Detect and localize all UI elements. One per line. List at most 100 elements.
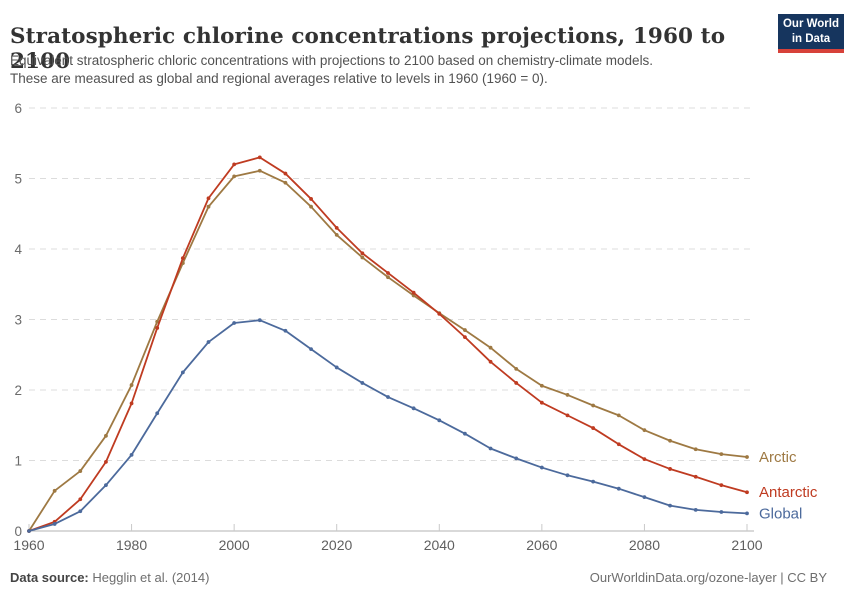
data-point-global-2065 bbox=[565, 473, 570, 478]
data-point-antarctic-1990 bbox=[180, 256, 185, 261]
x-axis-label-2060: 2060 bbox=[526, 537, 557, 553]
data-point-antarctic-2035 bbox=[411, 290, 416, 295]
y-axis-label-2: 2 bbox=[14, 383, 22, 398]
attribution: OurWorldinData.org/ozone-layer | CC BY bbox=[589, 570, 827, 585]
data-point-global-2040 bbox=[437, 418, 442, 423]
x-axis-label-1960: 1960 bbox=[13, 537, 44, 553]
data-point-arctic-2005 bbox=[257, 168, 262, 173]
data-point-antarctic-2075 bbox=[616, 442, 621, 447]
subtitle-line-2: These are measured as global and regiona… bbox=[10, 70, 548, 86]
data-point-global-2015 bbox=[309, 347, 313, 352]
y-axis-label-1: 1 bbox=[14, 454, 22, 469]
data-point-antarctic-2050 bbox=[488, 359, 493, 364]
data-point-arctic-2030 bbox=[386, 275, 390, 280]
series-line-global bbox=[28, 319, 748, 532]
data-point-arctic-2065 bbox=[565, 393, 570, 397]
data-point-global-2010 bbox=[283, 328, 288, 333]
x-axis-label-2080: 2080 bbox=[629, 537, 660, 553]
data-point-global-2005 bbox=[257, 318, 262, 323]
data-point-arctic-1980 bbox=[129, 383, 134, 387]
data-source-label: Data source: bbox=[10, 570, 89, 585]
y-axis-label-4: 4 bbox=[14, 242, 22, 257]
data-point-arctic-2080 bbox=[642, 428, 647, 433]
data-point-global-2060 bbox=[539, 465, 544, 470]
data-point-antarctic-1985 bbox=[155, 326, 160, 330]
data-point-global-1985 bbox=[155, 411, 160, 416]
data-point-global-2055 bbox=[514, 456, 519, 461]
legend-label-antarctic: Antarctic bbox=[759, 484, 818, 501]
data-point-antarctic-2000 bbox=[232, 162, 237, 167]
data-point-antarctic-2055 bbox=[514, 381, 519, 385]
data-point-arctic-1995 bbox=[206, 204, 211, 209]
x-axis-label-1980: 1980 bbox=[116, 537, 147, 553]
data-point-antarctic-2040 bbox=[437, 311, 442, 316]
x-axis-label-2100: 2100 bbox=[731, 537, 762, 553]
data-point-antarctic-1975 bbox=[104, 460, 108, 464]
data-point-arctic-2015 bbox=[309, 204, 313, 209]
data-point-arctic-2085 bbox=[668, 438, 672, 443]
data-point-antarctic-2045 bbox=[463, 335, 467, 340]
subtitle-line-1: Equivalent stratospheric chloric concent… bbox=[10, 53, 654, 68]
data-point-antarctic-2100 bbox=[745, 490, 749, 495]
data-point-arctic-2075 bbox=[616, 413, 621, 418]
data-point-antarctic-1970 bbox=[78, 497, 83, 502]
data-point-global-2100 bbox=[745, 511, 749, 516]
x-axis-label-2020: 2020 bbox=[321, 537, 352, 553]
data-point-arctic-2025 bbox=[360, 255, 365, 260]
x-axis-label-2000: 2000 bbox=[219, 537, 250, 553]
logo-text-line-2: in Data bbox=[791, 32, 831, 45]
data-point-global-2035 bbox=[411, 406, 416, 411]
data-source: Data source: Hegglin et al. (2014) bbox=[10, 570, 209, 585]
data-point-global-2090 bbox=[693, 507, 698, 512]
logo-text-line-1: Our World bbox=[782, 18, 839, 31]
data-point-antarctic-2095 bbox=[719, 483, 724, 488]
data-point-arctic-2095 bbox=[719, 452, 724, 457]
y-axis-label-3: 3 bbox=[14, 313, 22, 328]
data-point-antarctic-2020 bbox=[334, 225, 339, 230]
data-point-global-2050 bbox=[488, 446, 493, 451]
data-point-arctic-1970 bbox=[78, 469, 83, 473]
data-point-global-2020 bbox=[334, 365, 339, 370]
data-point-global-1975 bbox=[104, 483, 108, 488]
data-point-global-2075 bbox=[616, 486, 621, 491]
data-point-arctic-2020 bbox=[334, 233, 339, 237]
data-point-arctic-1965 bbox=[52, 488, 57, 493]
data-point-antarctic-2085 bbox=[668, 467, 672, 471]
data-point-arctic-2050 bbox=[488, 345, 493, 350]
data-point-global-1970 bbox=[78, 509, 83, 514]
series-line-antarctic bbox=[28, 156, 748, 532]
page-title: Stratospheric chlorine concentrations pr… bbox=[10, 24, 726, 75]
y-axis-label-0: 0 bbox=[14, 524, 22, 539]
data-point-antarctic-2060 bbox=[539, 400, 544, 405]
x-axis-label-2040: 2040 bbox=[424, 537, 455, 553]
data-point-global-2030 bbox=[386, 395, 390, 399]
data-point-arctic-2000 bbox=[232, 174, 237, 179]
data-point-arctic-2060 bbox=[539, 383, 544, 388]
data-point-arctic-2010 bbox=[283, 180, 288, 185]
data-point-arctic-2090 bbox=[693, 447, 698, 452]
chart-footer: Data source: Hegglin et al. (2014) OurWo… bbox=[0, 570, 850, 592]
data-point-antarctic-2065 bbox=[565, 413, 570, 418]
data-point-antarctic-2025 bbox=[360, 251, 365, 256]
y-axis-label-5: 5 bbox=[14, 172, 22, 187]
data-point-antarctic-2070 bbox=[591, 426, 596, 430]
logo-accent-bar bbox=[778, 49, 844, 53]
data-point-arctic-1975 bbox=[104, 433, 108, 438]
data-point-antarctic-1995 bbox=[206, 196, 211, 201]
owid-logo: Our World in Data bbox=[778, 14, 844, 53]
legend-label-arctic: Arctic bbox=[759, 449, 797, 466]
data-point-global-2095 bbox=[719, 510, 724, 514]
data-point-global-2085 bbox=[668, 503, 672, 508]
data-point-arctic-1985 bbox=[155, 319, 160, 324]
data-point-antarctic-2090 bbox=[693, 474, 698, 479]
data-point-arctic-2100 bbox=[745, 455, 749, 459]
data-point-antarctic-2080 bbox=[642, 457, 647, 461]
y-axis-label-6: 6 bbox=[14, 101, 22, 116]
data-point-global-1960 bbox=[27, 529, 31, 533]
series-line-arctic bbox=[28, 169, 748, 532]
data-point-antarctic-1980 bbox=[129, 401, 134, 406]
data-point-global-2080 bbox=[642, 495, 647, 500]
data-point-global-2045 bbox=[463, 431, 467, 436]
legend-label-global: Global bbox=[759, 505, 802, 522]
